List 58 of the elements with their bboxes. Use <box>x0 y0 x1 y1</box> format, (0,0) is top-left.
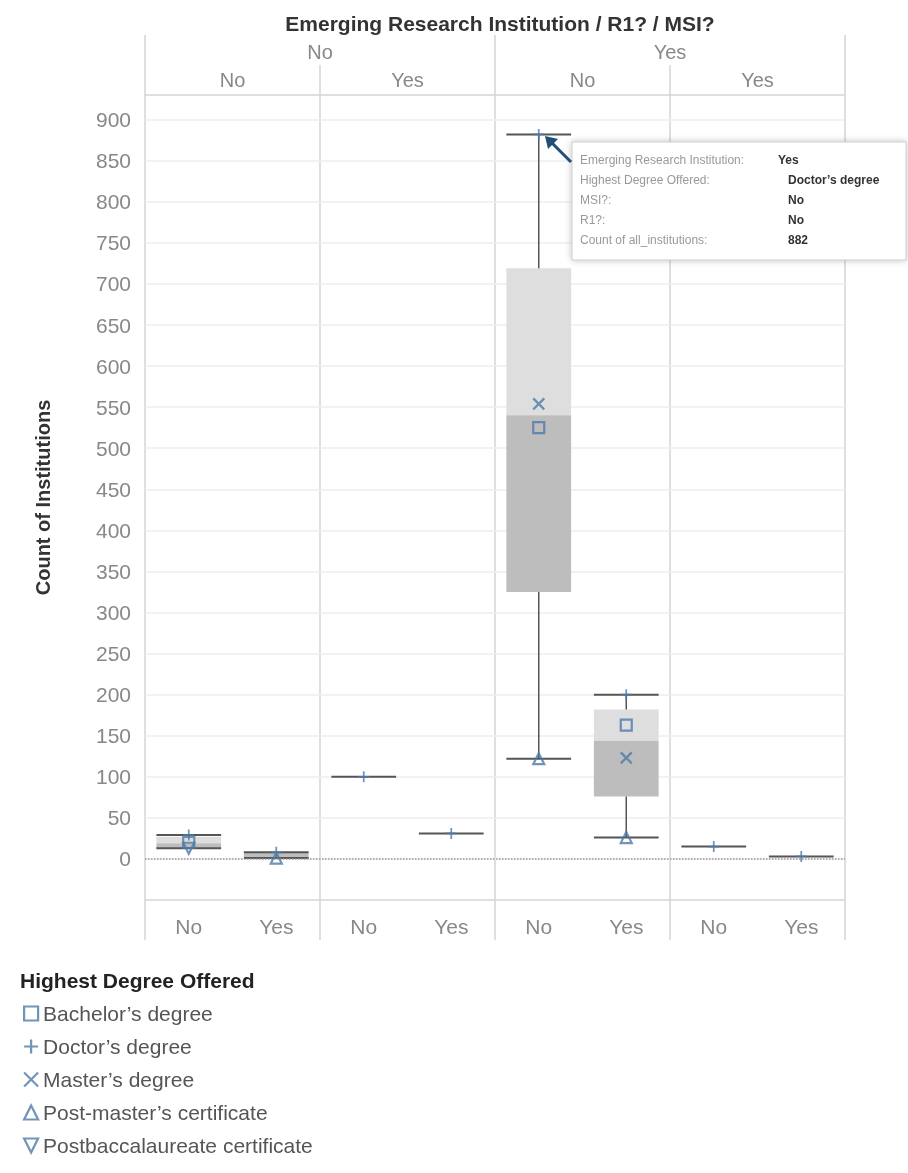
point <box>183 829 195 841</box>
text: Yes <box>741 69 774 91</box>
legend-title: Highest Degree Offered <box>20 968 255 992</box>
y-tick-label: 250 <box>95 642 131 666</box>
text: Highest Degree Offered: Doctor’s degree <box>580 173 880 187</box>
point <box>532 421 546 435</box>
legend-label: Bachelor’s degree <box>43 1002 213 1025</box>
point <box>619 718 633 732</box>
x-tick-label: Yes <box>434 915 469 938</box>
x-tick-label: Yes <box>259 915 294 938</box>
x-tick-label: No <box>175 915 203 938</box>
x-tick-label: No <box>700 915 728 938</box>
x-tick-label: No <box>525 915 553 938</box>
point <box>532 397 546 411</box>
legend-label: Postbaccalaureate certificate <box>43 1134 313 1157</box>
point <box>182 835 196 850</box>
y-tick-label: 450 <box>95 477 131 501</box>
y-tick-label: 900 <box>95 108 131 132</box>
point <box>619 830 633 845</box>
y-tick-label: 350 <box>95 559 131 583</box>
x-tick-label: No <box>350 915 378 938</box>
legend-label: Post-master’s certificate <box>43 1101 268 1124</box>
text: Yes <box>653 41 687 63</box>
point <box>269 851 283 865</box>
y-tick-label: 0 <box>119 847 131 871</box>
y-tick-label: 200 <box>95 683 131 707</box>
point <box>620 689 632 701</box>
text: Count of all_institutions: 882 <box>580 233 809 247</box>
point <box>182 841 196 855</box>
y-tick-label: 750 <box>95 231 131 255</box>
text: No <box>219 69 246 91</box>
y-tick-label: 100 <box>95 765 131 789</box>
y-tick-label: 800 <box>95 190 131 214</box>
point <box>619 751 633 765</box>
y-tick-label: 400 <box>95 518 131 542</box>
text: R1?: No <box>580 213 804 227</box>
legend-label: Doctor’s degree <box>43 1035 192 1058</box>
x-tick-label: Yes <box>609 915 644 938</box>
y-tick-label: 550 <box>95 395 131 419</box>
text: Yes <box>391 69 424 91</box>
y-tick-label: 600 <box>95 354 131 378</box>
y-tick-label: 650 <box>95 313 131 337</box>
y-tick-label: 500 <box>95 436 131 460</box>
y-axis-title: Count of Institutions <box>32 399 54 596</box>
y-tick-label: 850 <box>95 149 131 173</box>
y-tick-label: 150 <box>95 724 131 748</box>
text: MSI?: No <box>580 193 804 207</box>
point <box>532 752 546 766</box>
x-tick-label: Yes <box>784 915 819 938</box>
legend-label: Master’s degree <box>43 1068 195 1091</box>
chart-title: Emerging Research Institution / R1? / MSI? <box>285 12 715 35</box>
text: No <box>307 41 333 63</box>
y-tick-label: 700 <box>95 272 131 296</box>
point <box>358 771 370 783</box>
text: No <box>569 69 596 91</box>
y-tick-label: 50 <box>107 806 131 830</box>
text: Emerging Research Institution: Yes <box>580 153 799 167</box>
y-tick-label: 300 <box>95 601 131 624</box>
